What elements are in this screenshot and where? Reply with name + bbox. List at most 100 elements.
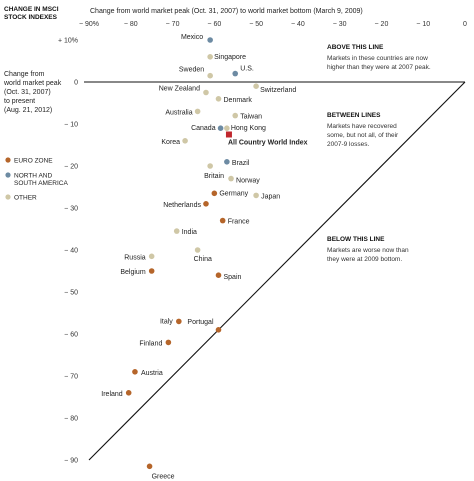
x-tick-label: 0: [463, 21, 467, 28]
y-axis-title-line-5: (Aug. 21, 2012): [4, 107, 52, 114]
point-canada: [217, 125, 224, 131]
point-label-germany: Germany: [219, 190, 248, 197]
point-label-sweden: Sweden: [179, 67, 204, 74]
point-italy: [176, 318, 182, 325]
legend-label-americas-line-1: NORTH AND: [14, 173, 52, 180]
x-tick-label: − 10: [416, 21, 430, 28]
chart-label-line-1: CHANGE IN MSCI: [4, 6, 59, 13]
point-china: [194, 247, 201, 253]
legend-label-other: OTHER: [14, 195, 37, 202]
point-label-greece: Greece: [152, 473, 175, 480]
y-tick-label: − 40: [64, 248, 78, 255]
point-label-russia: Russia: [124, 254, 146, 261]
point-finland: [165, 339, 172, 346]
point-korea: [182, 138, 188, 144]
point-label-brazil: Brazil: [232, 160, 250, 167]
legend-swatch-euro-zone: [5, 157, 11, 163]
point-spain: [215, 272, 222, 279]
point-belgium: [148, 268, 155, 274]
y-tick-label: 0: [74, 80, 78, 87]
point-all-country-world-index: [225, 131, 232, 138]
point-label-belgium: Belgium: [120, 269, 145, 276]
point-label-new-zealand: New Zealand: [159, 86, 200, 93]
point-singapore: [207, 54, 213, 60]
annotation-between-line-1: Markets have recovered: [327, 123, 397, 130]
point-label-singapore: Singapore: [214, 54, 246, 61]
point-label-taiwan: Taiwan: [240, 114, 262, 121]
legend-label-euro-zone: EURO ZONE: [14, 158, 53, 165]
point-ireland: [125, 390, 132, 396]
point-label-canada: Canada: [191, 125, 216, 132]
point-russia: [148, 253, 155, 260]
point-label-ireland: Ireland: [101, 391, 123, 398]
point-japan: [253, 192, 259, 199]
annotation-between-line-3: 2007-9 losses.: [327, 141, 369, 148]
point-austria: [132, 369, 138, 375]
diagonal-line: [88, 81, 466, 461]
point-hong-kong: [224, 125, 230, 131]
point-label-all-country-world-index: All Country World Index: [228, 140, 308, 147]
x-tick-label: − 20: [375, 21, 389, 28]
point-label-britain: Britain: [204, 173, 224, 180]
point-taiwan: [232, 112, 239, 119]
point-label-hong-kong: Hong Kong: [231, 125, 266, 132]
point-u-s: [232, 70, 239, 77]
point-label-netherlands: Netherlands: [163, 202, 201, 209]
y-axis-title-line-2: world market peak: [3, 80, 62, 87]
annotation-between-title: BETWEEN LINES: [327, 112, 381, 119]
point-new-zealand: [203, 89, 209, 96]
point-greece: [146, 463, 153, 470]
annotation-between-line-2: some, but not all, of their: [327, 132, 399, 139]
x-tick-label: − 40: [291, 21, 305, 28]
point-label-china: China: [194, 256, 212, 263]
point-label-finland: Finland: [139, 340, 162, 347]
y-tick-label: − 30: [64, 206, 78, 213]
annotation-above-title: ABOVE THIS LINE: [327, 44, 384, 51]
point-india: [173, 228, 180, 234]
point-label-portugal: Portugal: [187, 319, 214, 326]
x-tick-label: − 50: [249, 21, 263, 28]
legend-swatch-americas: [5, 172, 11, 178]
chart-label-line-2: STOCK INDEXES: [4, 14, 58, 21]
x-tick-label: − 80: [124, 21, 138, 28]
annotation-below-line-2: they were at 2009 bottom.: [327, 256, 402, 263]
y-tick-label: − 90: [64, 458, 78, 465]
point-france: [219, 217, 226, 224]
point-label-india: India: [182, 229, 197, 236]
point-denmark: [215, 96, 222, 102]
y-tick-label: − 60: [64, 332, 78, 339]
point-switzerland: [253, 83, 259, 89]
y-tick-label: − 80: [64, 416, 78, 423]
point-mexico: [207, 37, 213, 43]
point-brazil: [224, 159, 230, 165]
x-tick-label: − 90%: [79, 21, 99, 28]
x-tick-label: − 60: [207, 21, 221, 28]
x-tick-label: − 30: [333, 21, 347, 28]
annotation-above-line-1: Markets in these countries are now: [327, 55, 428, 62]
point-label-denmark: Denmark: [224, 97, 253, 104]
point-label-austria: Austria: [141, 370, 163, 377]
legend-label-americas-line-2: SOUTH AMERICA: [14, 180, 68, 187]
x-tick-label: − 70: [166, 21, 180, 28]
point-label-france: France: [228, 219, 250, 226]
point-label-korea: Korea: [161, 139, 180, 146]
point-label-spain: Spain: [224, 274, 242, 281]
x-axis-title: Change from world market peak (Oct. 31, …: [90, 8, 363, 15]
point-label-japan: Japan: [261, 193, 280, 200]
legend-swatch-other: [5, 194, 11, 200]
annotation-above-line-2: higher than they were at 2007 peak.: [327, 64, 431, 71]
point-label-mexico: Mexico: [181, 34, 203, 41]
point-australia: [194, 108, 201, 115]
point-netherlands: [203, 201, 209, 207]
point-germany: [211, 190, 218, 197]
point-label-australia: Australia: [165, 109, 192, 116]
point-britain: [207, 163, 213, 169]
point-label-norway: Norway: [236, 178, 260, 185]
point-label-u-s: U.S.: [240, 66, 254, 73]
annotation-below-line-1: Markets are worse now than: [327, 247, 409, 254]
y-tick-label: + 10%: [58, 38, 78, 45]
y-tick-label: − 20: [64, 164, 78, 171]
y-tick-label: − 50: [64, 290, 78, 297]
point-sweden: [207, 72, 213, 79]
